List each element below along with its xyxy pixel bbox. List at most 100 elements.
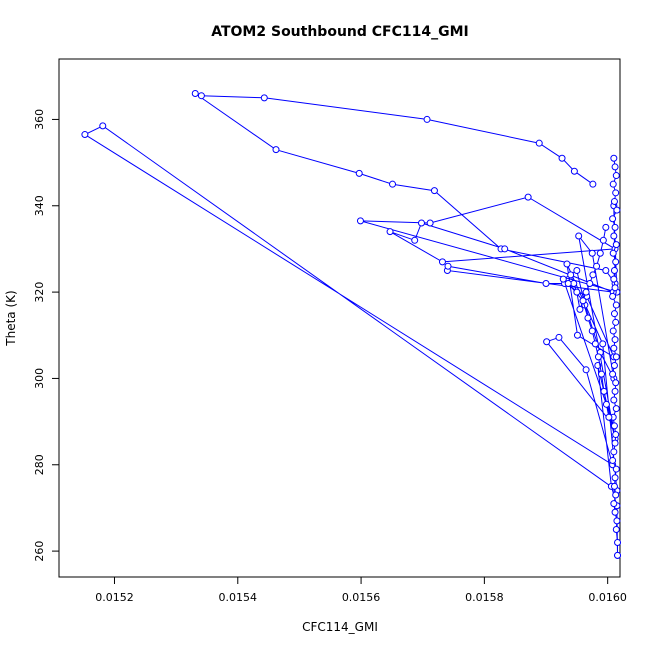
series-line [612,158,618,556]
data-point [197,92,205,100]
x-tick-label: 0.0152 [95,591,134,604]
y-tick-label: 260 [33,541,46,562]
x-axis-label: CFC114_GMI [302,620,378,634]
data-point [576,305,584,313]
data-point [612,405,620,413]
data-point [611,284,619,292]
data-point [612,465,620,473]
data-point [81,131,89,139]
data-point [612,431,620,439]
data-point [555,333,563,341]
data-point [501,245,509,253]
data-point [610,448,618,456]
data-point [563,260,571,268]
data-point [599,340,607,348]
data-point [610,275,618,283]
data-point [610,500,618,508]
data-point [610,361,618,369]
y-axis: 260 280 300 320 340 360 [33,109,60,562]
data-point [272,146,280,154]
data-point [612,379,620,387]
data-point [610,422,618,430]
data-point [582,288,590,296]
data-point [609,370,617,378]
data-point [558,154,566,162]
data-point [355,169,363,177]
data-point [612,258,620,266]
data-point [610,197,618,205]
data-point [600,387,608,395]
data-point [542,279,550,287]
y-tick-label: 300 [33,368,46,389]
data-point [543,338,551,346]
data-point [609,292,617,300]
data-point [99,122,107,130]
data-point [614,551,622,559]
data-point [612,172,620,180]
y-tick-label: 280 [33,454,46,475]
y-tick-label: 340 [33,195,46,216]
data-point [610,232,618,240]
data-point [438,258,446,266]
data-point [588,249,596,257]
data-point [605,413,613,421]
x-axis: 0.0152 0.0154 0.0156 0.0158 0.0160 [95,576,627,604]
data-point [610,344,618,352]
data-point [559,275,567,283]
data-point [612,189,620,197]
data-point [535,139,543,147]
data-point [612,318,620,326]
data-point [612,526,620,534]
data-point [613,206,621,214]
data-point [613,517,621,525]
data-point [609,249,617,257]
data-point [588,327,596,335]
data-point [430,187,438,195]
plot-frame [58,58,621,578]
data-point [389,180,397,188]
data-point [589,271,597,279]
data-point [596,249,604,257]
data-point [356,217,364,225]
data-point [579,297,587,305]
data-point [417,219,425,227]
data-point [567,271,575,279]
data-point [260,94,268,102]
y-axis-label: Theta (K) [4,290,18,346]
data-point [602,223,610,231]
series-line [83,93,618,556]
data-point [584,314,592,322]
x-tick-label: 0.0158 [465,591,504,604]
series-layer [81,90,622,559]
data-point [609,456,617,464]
data-point [191,90,199,98]
data-point [602,400,610,408]
data-point [612,241,620,249]
data-point [573,288,581,296]
data-point [423,115,431,123]
chart-title: ATOM2 Southbound CFC114_GMI [211,24,469,40]
y-tick-label: 320 [33,282,46,303]
data-point [586,279,594,287]
data-point [610,267,618,275]
data-point [609,180,617,188]
data-point [609,215,617,223]
data-point [598,370,606,378]
data-point [593,262,601,270]
data-point [573,331,581,339]
x-tick-label: 0.0160 [588,591,627,604]
data-point [594,353,602,361]
data-point [591,340,599,348]
x-tick-label: 0.0154 [219,591,258,604]
data-point [611,387,619,395]
data-point [599,236,607,244]
data-point [524,193,532,201]
data-point [611,223,619,231]
data-point [612,353,620,361]
data-point [612,491,620,499]
series-line [567,227,610,418]
data-point [612,301,620,309]
data-point [609,327,617,335]
data-point [426,219,434,227]
